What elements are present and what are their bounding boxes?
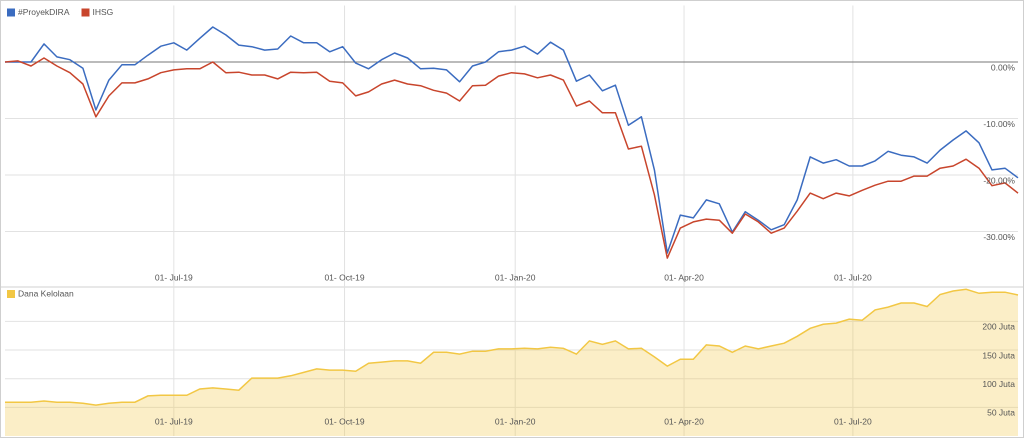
x-tick-label: 01- Jan-20 bbox=[495, 416, 536, 426]
x-tick-label: 01- Apr-20 bbox=[664, 272, 704, 282]
x-tick-label: 01- Jul-20 bbox=[834, 272, 872, 282]
grid-layer bbox=[5, 287, 1018, 436]
legend-label: Dana Kelolaan bbox=[18, 288, 74, 298]
x-tick-label: 01- Jul-20 bbox=[834, 416, 872, 426]
legend-swatch bbox=[7, 8, 15, 17]
series-line bbox=[5, 26, 1019, 254]
y-tick-label: -10.00% bbox=[983, 119, 1015, 129]
y-tick-label: -30.00% bbox=[983, 232, 1015, 242]
x-tick-label: 01- Oct-19 bbox=[324, 416, 364, 426]
x-tick-label: 01- Jan-20 bbox=[495, 272, 536, 282]
legend-label: IHSG bbox=[93, 7, 114, 17]
y-tick-label: 50 Juta bbox=[987, 408, 1015, 418]
y-tick-label: 150 Juta bbox=[982, 350, 1015, 360]
text-layer: 01- Jul-19 01- Oct-19 01- Jan-20 01- Apr-20… bbox=[7, 7, 1016, 282]
x-tick-label: 01- Jul-19 bbox=[155, 416, 193, 426]
y-tick-label: 200 Juta bbox=[982, 322, 1015, 332]
text-layer: 01- Jul-19 01- Oct-19 01- Jan-20 01- Apr-20… bbox=[7, 288, 1015, 426]
y-tick-label: 0.00% bbox=[991, 62, 1016, 72]
series-area-line bbox=[5, 288, 1019, 406]
series-area bbox=[5, 289, 1018, 436]
x-tick-label: 01- Apr-20 bbox=[664, 416, 704, 426]
x-tick-label: 01- Oct-19 bbox=[324, 272, 364, 282]
grid-layer bbox=[5, 5, 1018, 288]
legend-label: #ProyekDIRA bbox=[18, 7, 70, 17]
series-line bbox=[4, 57, 1019, 259]
legend-swatch bbox=[7, 290, 15, 298]
marks-layer bbox=[5, 288, 1019, 436]
x-tick-label: 01- Jul-19 bbox=[155, 272, 193, 282]
legend-swatch bbox=[81, 8, 90, 17]
marks-layer bbox=[4, 26, 1019, 259]
y-tick-label: -20.00% bbox=[983, 175, 1015, 185]
y-tick-label: 100 Juta bbox=[982, 379, 1015, 389]
